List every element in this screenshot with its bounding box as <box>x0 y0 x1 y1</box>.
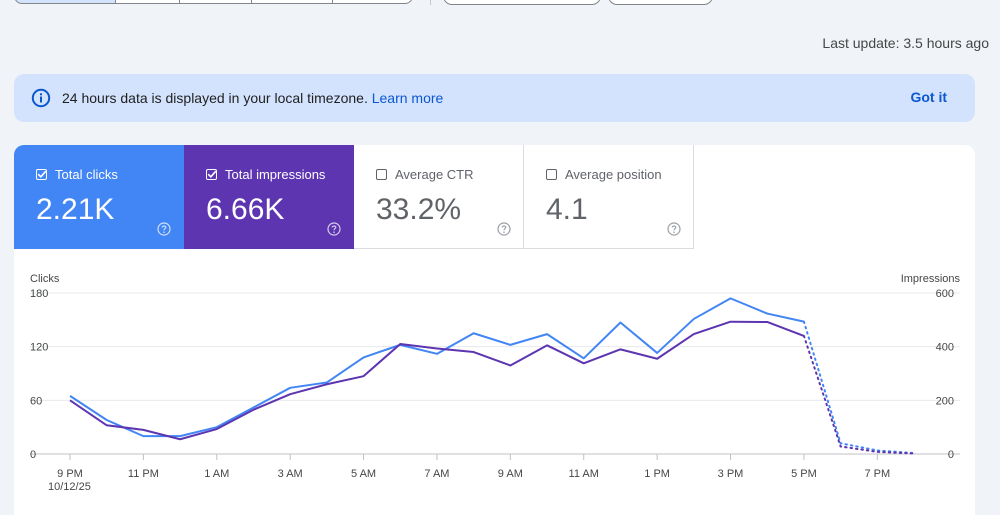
x-axis-tick-label: 7 PM <box>864 468 890 480</box>
right-axis-tick-label: 200 <box>936 395 954 407</box>
metric-total-clicks[interactable]: Total clicks 2.21K <box>14 145 184 249</box>
series-line-0 <box>69 297 805 438</box>
left-axis-tick-label: 60 <box>30 395 42 407</box>
x-axis-tick-label: 11 PM <box>128 468 159 480</box>
right-axis-title: Impressions <box>901 273 961 285</box>
x-axis-tick-label: 1 AM <box>204 468 229 480</box>
metric-label: Total impressions <box>225 167 326 182</box>
left-axis-title: Clicks <box>30 273 60 285</box>
help-icon[interactable] <box>327 222 341 236</box>
left-axis-tick-label: 0 <box>30 449 36 461</box>
last-update-text: Last update: 3.5 hours ago <box>822 35 989 51</box>
x-axis-tick-label: 9 AM <box>498 468 523 480</box>
metric-average-ctr[interactable]: Average CTR 33.2% <box>354 145 524 249</box>
metric-label: Average position <box>565 167 662 182</box>
right-axis-tick-label: 400 <box>936 342 954 354</box>
left-axis-ticks: 0 60 120 180 <box>30 288 48 461</box>
series-line-projected-1 <box>802 334 915 455</box>
checkbox-unchecked-icon[interactable] <box>546 169 557 180</box>
x-axis-tick-label: 11 AM <box>569 468 599 480</box>
checkbox-checked-icon[interactable] <box>36 169 47 180</box>
metric-total-impressions[interactable]: Total impressions 6.66K <box>184 145 354 249</box>
metric-label: Total clicks <box>55 167 118 182</box>
chart-gridlines <box>30 292 960 455</box>
left-axis-tick-label: 120 <box>30 342 48 354</box>
series-line-projected-0 <box>802 320 915 455</box>
date-range-segment-4[interactable] <box>251 0 333 4</box>
x-axis-tick-label: 3 PM <box>718 468 744 480</box>
x-axis-tick-label: 9 PM <box>57 468 83 480</box>
performance-card: Total clicks 2.21K Total impressions 6.6… <box>14 145 975 515</box>
right-axis-ticks: 0 200 400 600 <box>936 288 954 461</box>
right-axis-tick-label: 0 <box>948 449 954 461</box>
metric-label: Average CTR <box>395 167 474 182</box>
x-axis-tick-label: 1 PM <box>644 468 670 480</box>
date-range-segment-5[interactable] <box>332 0 413 4</box>
date-range-filter-bar <box>0 0 1000 6</box>
checkbox-checked-icon[interactable] <box>206 169 217 180</box>
x-axis-tick-label: 5 PM <box>791 468 817 480</box>
date-range-segment-2[interactable] <box>115 0 180 4</box>
compare-filter-button[interactable] <box>443 0 601 5</box>
checkbox-unchecked-icon[interactable] <box>376 169 387 180</box>
banner-message: 24 hours data is displayed in your local… <box>62 90 443 106</box>
metric-value: 6.66K <box>206 193 285 226</box>
x-axis-date-label: 10/12/25 <box>48 481 91 493</box>
metric-average-position[interactable]: Average position 4.1 <box>524 145 694 249</box>
x-axis-tick-label: 5 AM <box>351 468 376 480</box>
learn-more-link[interactable]: Learn more <box>371 90 444 106</box>
date-range-segment-1[interactable] <box>14 0 116 4</box>
timezone-info-banner: 24 hours data is displayed in your local… <box>14 74 975 122</box>
right-axis-tick-label: 600 <box>936 288 954 300</box>
filter-divider <box>430 0 431 5</box>
more-filter-button[interactable] <box>608 0 713 5</box>
chart-series <box>69 297 915 455</box>
metric-value: 4.1 <box>546 193 588 226</box>
series-line-1 <box>69 320 805 441</box>
banner-message-text: 24 hours data is displayed in your local… <box>62 90 368 106</box>
metric-value: 2.21K <box>36 193 115 226</box>
x-axis-ticks: 9 PM 11 PM 1 AM 3 AM 5 AM 7 AM 9 AM 11 AM 1 PM 3 … <box>57 454 890 480</box>
help-icon[interactable] <box>157 222 171 236</box>
x-axis-tick-label: 3 AM <box>278 468 303 480</box>
help-icon[interactable] <box>667 222 681 236</box>
date-range-segment-3[interactable] <box>179 0 252 4</box>
got-it-button[interactable]: Got it <box>910 89 947 105</box>
x-axis-tick-label: 7 AM <box>424 468 449 480</box>
help-icon[interactable] <box>497 222 511 236</box>
left-axis-tick-label: 180 <box>30 288 48 300</box>
info-icon <box>31 88 51 108</box>
metric-value: 33.2% <box>376 193 462 226</box>
